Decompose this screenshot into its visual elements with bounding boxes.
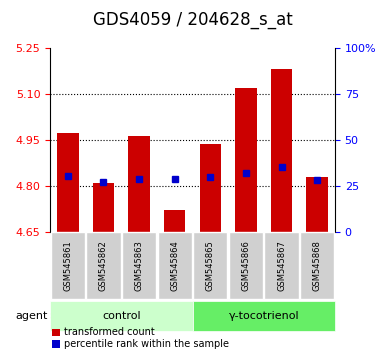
Text: GSM545868: GSM545868 [313,240,321,291]
Text: GSM545861: GSM545861 [64,240,72,291]
Bar [57,133,79,232]
Text: transformed count: transformed count [64,327,154,337]
Text: GSM545867: GSM545867 [277,240,286,291]
Bar [199,144,221,232]
Text: GSM545864: GSM545864 [170,240,179,291]
Text: agent: agent [16,311,48,321]
Bar [271,69,292,232]
Text: GSM545862: GSM545862 [99,240,108,291]
Bar [128,136,150,232]
Bar [306,177,328,232]
Bar [235,88,257,232]
Text: γ-tocotrienol: γ-tocotrienol [228,311,299,321]
Text: GSM545865: GSM545865 [206,240,215,291]
Bar [93,183,114,232]
Text: GDS4059 / 204628_s_at: GDS4059 / 204628_s_at [93,11,292,29]
Text: control: control [102,311,141,321]
Text: percentile rank within the sample: percentile rank within the sample [64,339,229,349]
Text: GSM545863: GSM545863 [135,240,144,291]
Text: GSM545866: GSM545866 [241,240,250,291]
Bar [164,210,186,232]
